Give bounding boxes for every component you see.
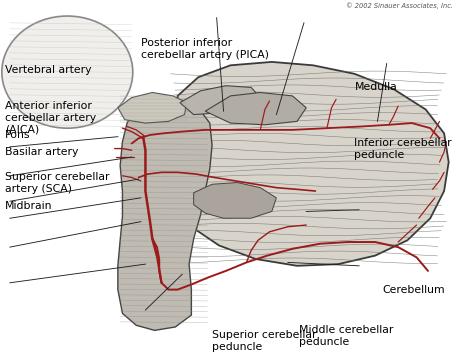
Text: Pons: Pons <box>5 130 31 140</box>
Polygon shape <box>194 182 276 218</box>
Polygon shape <box>118 99 212 331</box>
Text: Superior cerebellar
peduncle: Superior cerebellar peduncle <box>212 331 317 352</box>
Text: Middle cerebellar
peduncle: Middle cerebellar peduncle <box>300 325 394 347</box>
Text: Midbrain: Midbrain <box>5 201 53 211</box>
Polygon shape <box>118 93 187 123</box>
Text: Posterior inferior
cerebellar artery (PICA): Posterior inferior cerebellar artery (PI… <box>141 38 269 60</box>
Polygon shape <box>205 93 306 125</box>
Text: Vertebral artery: Vertebral artery <box>5 65 92 75</box>
Polygon shape <box>168 62 449 266</box>
Text: Anterior inferior
cerebellar artery
(AICA): Anterior inferior cerebellar artery (AIC… <box>5 101 96 134</box>
Text: Superior cerebellar
artery (SCA): Superior cerebellar artery (SCA) <box>5 173 110 194</box>
Polygon shape <box>180 86 260 115</box>
Text: Inferior cerebellar
peduncle: Inferior cerebellar peduncle <box>355 138 452 160</box>
Text: Cerebellum: Cerebellum <box>382 284 445 295</box>
Text: Medulla: Medulla <box>355 82 397 92</box>
Text: Basilar artery: Basilar artery <box>5 147 79 157</box>
Ellipse shape <box>2 16 133 128</box>
Text: © 2002 Sinauer Associates, Inc.: © 2002 Sinauer Associates, Inc. <box>346 2 453 9</box>
